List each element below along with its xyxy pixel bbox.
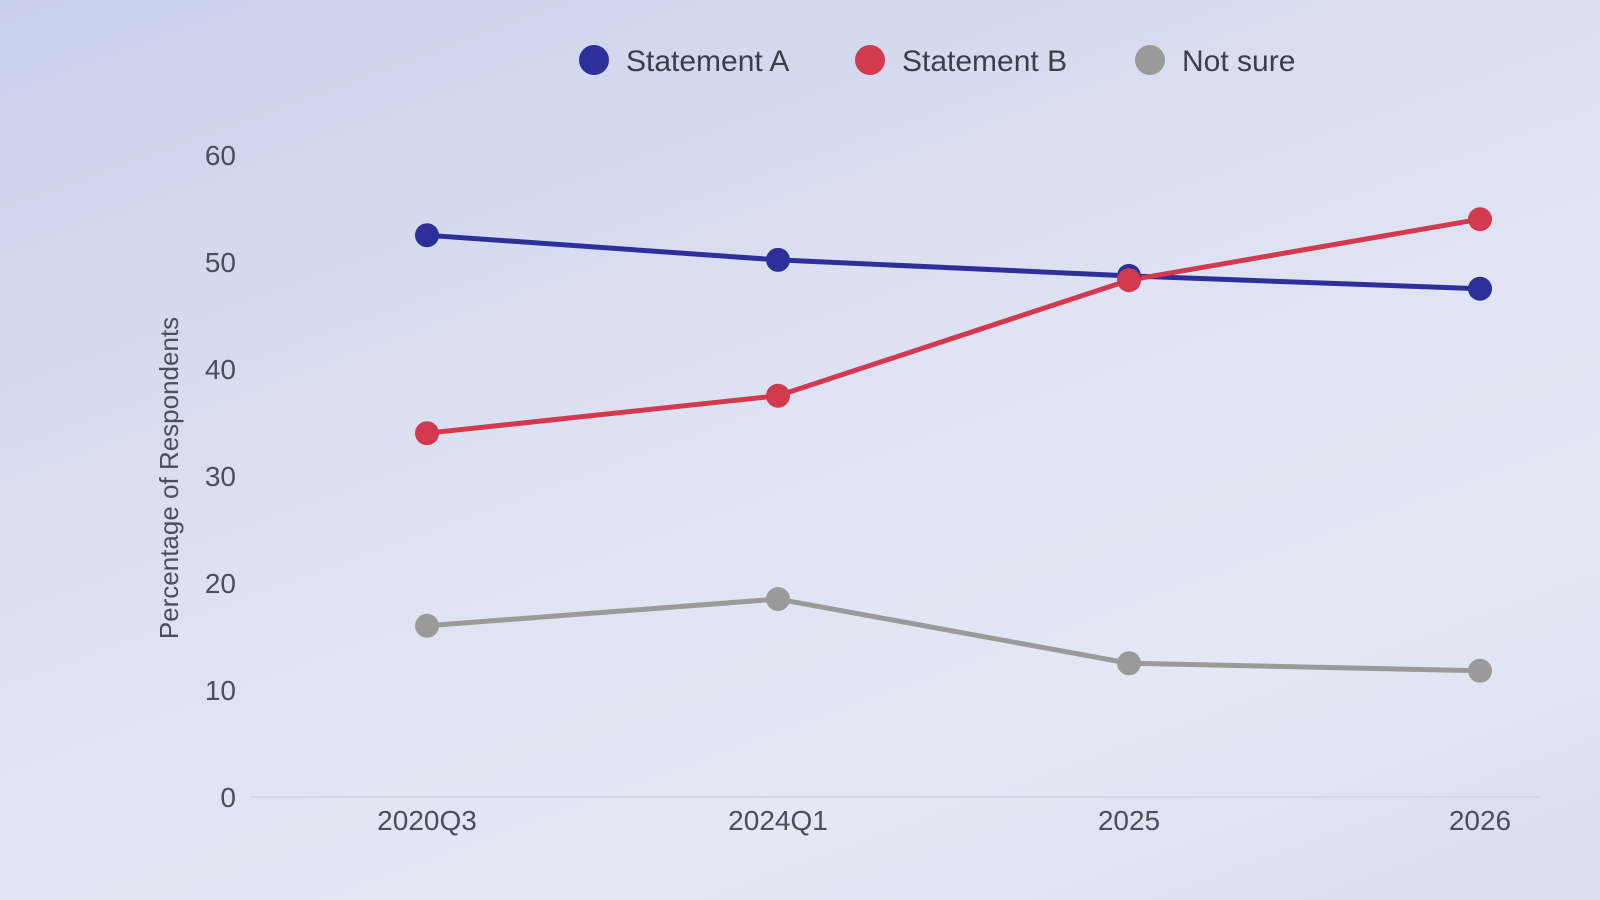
data-point xyxy=(1468,276,1492,301)
data-point xyxy=(1468,658,1492,683)
series-line-1 xyxy=(424,216,1483,436)
x-axis-ticks: 2020Q3 2024Q1 2025 2026 xyxy=(377,805,1511,836)
data-point xyxy=(415,421,439,446)
y-axis-title: Percentage of Respondents xyxy=(154,317,184,639)
series-line-0 xyxy=(424,232,1483,292)
legend-label: Statement A xyxy=(626,45,789,78)
data-point xyxy=(415,223,439,248)
legend-marker xyxy=(1135,45,1165,75)
y-tick-label: 50 xyxy=(205,247,236,278)
x-tick-label: 2020Q3 xyxy=(377,805,477,836)
y-tick-label: 0 xyxy=(220,782,236,813)
series-lines xyxy=(424,216,1483,674)
y-tick-label: 40 xyxy=(205,354,236,385)
legend-item: Not sure xyxy=(1135,45,1295,78)
data-point xyxy=(415,613,439,638)
data-point xyxy=(766,383,790,408)
y-tick-label: 10 xyxy=(205,675,236,706)
legend-marker xyxy=(579,45,609,75)
x-tick-label: 2024Q1 xyxy=(728,805,828,836)
legend: Statement A Statement B Not sure xyxy=(579,45,1295,78)
legend-item: Statement B xyxy=(855,45,1067,78)
data-point xyxy=(766,587,790,612)
x-tick-label: 2026 xyxy=(1449,805,1511,836)
legend-item: Statement A xyxy=(579,45,789,78)
legend-label: Statement B xyxy=(902,45,1067,78)
series-points xyxy=(415,207,1492,683)
y-axis-ticks: 0 10 20 30 40 50 60 xyxy=(205,140,236,813)
data-point xyxy=(1117,268,1141,293)
y-tick-label: 20 xyxy=(205,568,236,599)
series-line-2 xyxy=(424,596,1483,674)
y-tick-label: 60 xyxy=(205,140,236,171)
x-tick-label: 2025 xyxy=(1098,805,1160,836)
y-tick-label: 30 xyxy=(205,461,236,492)
data-point xyxy=(766,247,790,272)
legend-label: Not sure xyxy=(1182,45,1295,78)
data-point xyxy=(1468,207,1492,232)
data-point xyxy=(1117,651,1141,676)
legend-marker xyxy=(855,45,885,75)
